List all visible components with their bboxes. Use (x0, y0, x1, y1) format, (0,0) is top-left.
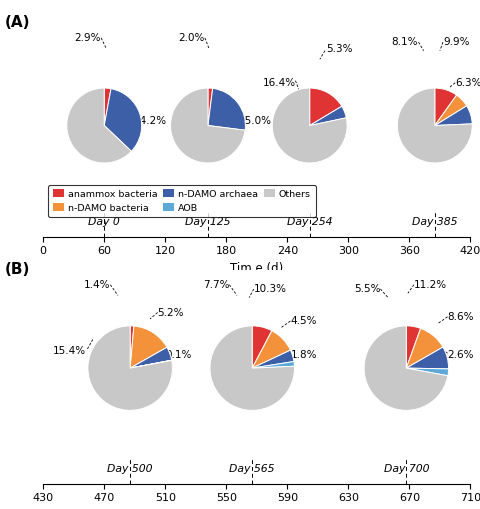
Text: 9.9%: 9.9% (443, 37, 469, 47)
Text: 1.8%: 1.8% (290, 350, 317, 360)
Wedge shape (310, 106, 347, 126)
Wedge shape (406, 368, 448, 376)
Text: (B): (B) (5, 262, 30, 277)
Text: 5.5%: 5.5% (354, 284, 380, 294)
Text: 0.1%: 0.1% (165, 350, 192, 360)
Text: 6.3%: 6.3% (455, 78, 480, 88)
Wedge shape (364, 326, 448, 410)
Text: 8.1%: 8.1% (391, 37, 418, 47)
Wedge shape (397, 88, 472, 163)
Text: 11.2%: 11.2% (414, 280, 447, 290)
Wedge shape (170, 88, 245, 163)
Text: Day 385: Day 385 (412, 217, 457, 227)
Wedge shape (88, 326, 172, 410)
Text: 8.6%: 8.6% (447, 312, 474, 322)
Wedge shape (435, 106, 472, 126)
Text: Day 700: Day 700 (384, 464, 429, 473)
Text: Day 0: Day 0 (88, 217, 120, 227)
Text: 7.7%: 7.7% (203, 280, 229, 290)
Wedge shape (435, 88, 456, 126)
Legend: anammox bacteria, n-DAMO bacteria, n-DAMO archaea, AOB, Others: anammox bacteria, n-DAMO bacteria, n-DAM… (48, 185, 316, 217)
Text: 16.4%: 16.4% (263, 78, 296, 88)
Text: 34.2%: 34.2% (132, 116, 166, 126)
Text: 2.9%: 2.9% (75, 33, 101, 43)
Text: Day 500: Day 500 (108, 464, 153, 473)
Text: (A): (A) (5, 15, 30, 30)
Wedge shape (130, 360, 172, 368)
Text: 15.4%: 15.4% (53, 346, 86, 356)
Text: 5.3%: 5.3% (326, 44, 352, 53)
Text: 5.2%: 5.2% (157, 307, 184, 318)
Wedge shape (406, 328, 443, 368)
Wedge shape (252, 326, 272, 368)
Wedge shape (310, 88, 342, 126)
Wedge shape (208, 88, 213, 126)
Text: Day 125: Day 125 (185, 217, 231, 227)
Wedge shape (104, 88, 111, 126)
Wedge shape (272, 88, 347, 163)
Text: Day 565: Day 565 (229, 464, 275, 473)
Text: 2.0%: 2.0% (179, 33, 205, 43)
Wedge shape (406, 347, 449, 369)
X-axis label: Tim e (d): Tim e (d) (230, 262, 283, 275)
Wedge shape (130, 326, 167, 368)
Wedge shape (406, 326, 420, 368)
Wedge shape (208, 89, 245, 130)
Text: 4.5%: 4.5% (290, 316, 317, 326)
Text: Day 254: Day 254 (287, 217, 333, 227)
Wedge shape (252, 361, 294, 368)
Text: 2.6%: 2.6% (447, 350, 474, 360)
Text: 1.4%: 1.4% (84, 280, 110, 290)
Text: 25.0%: 25.0% (239, 116, 272, 126)
Wedge shape (252, 331, 290, 368)
Wedge shape (67, 88, 132, 163)
Wedge shape (252, 350, 294, 368)
Wedge shape (104, 89, 142, 151)
Wedge shape (130, 326, 134, 368)
Wedge shape (210, 326, 294, 410)
Text: 10.3%: 10.3% (254, 284, 287, 294)
Wedge shape (435, 95, 467, 126)
Wedge shape (130, 347, 172, 368)
